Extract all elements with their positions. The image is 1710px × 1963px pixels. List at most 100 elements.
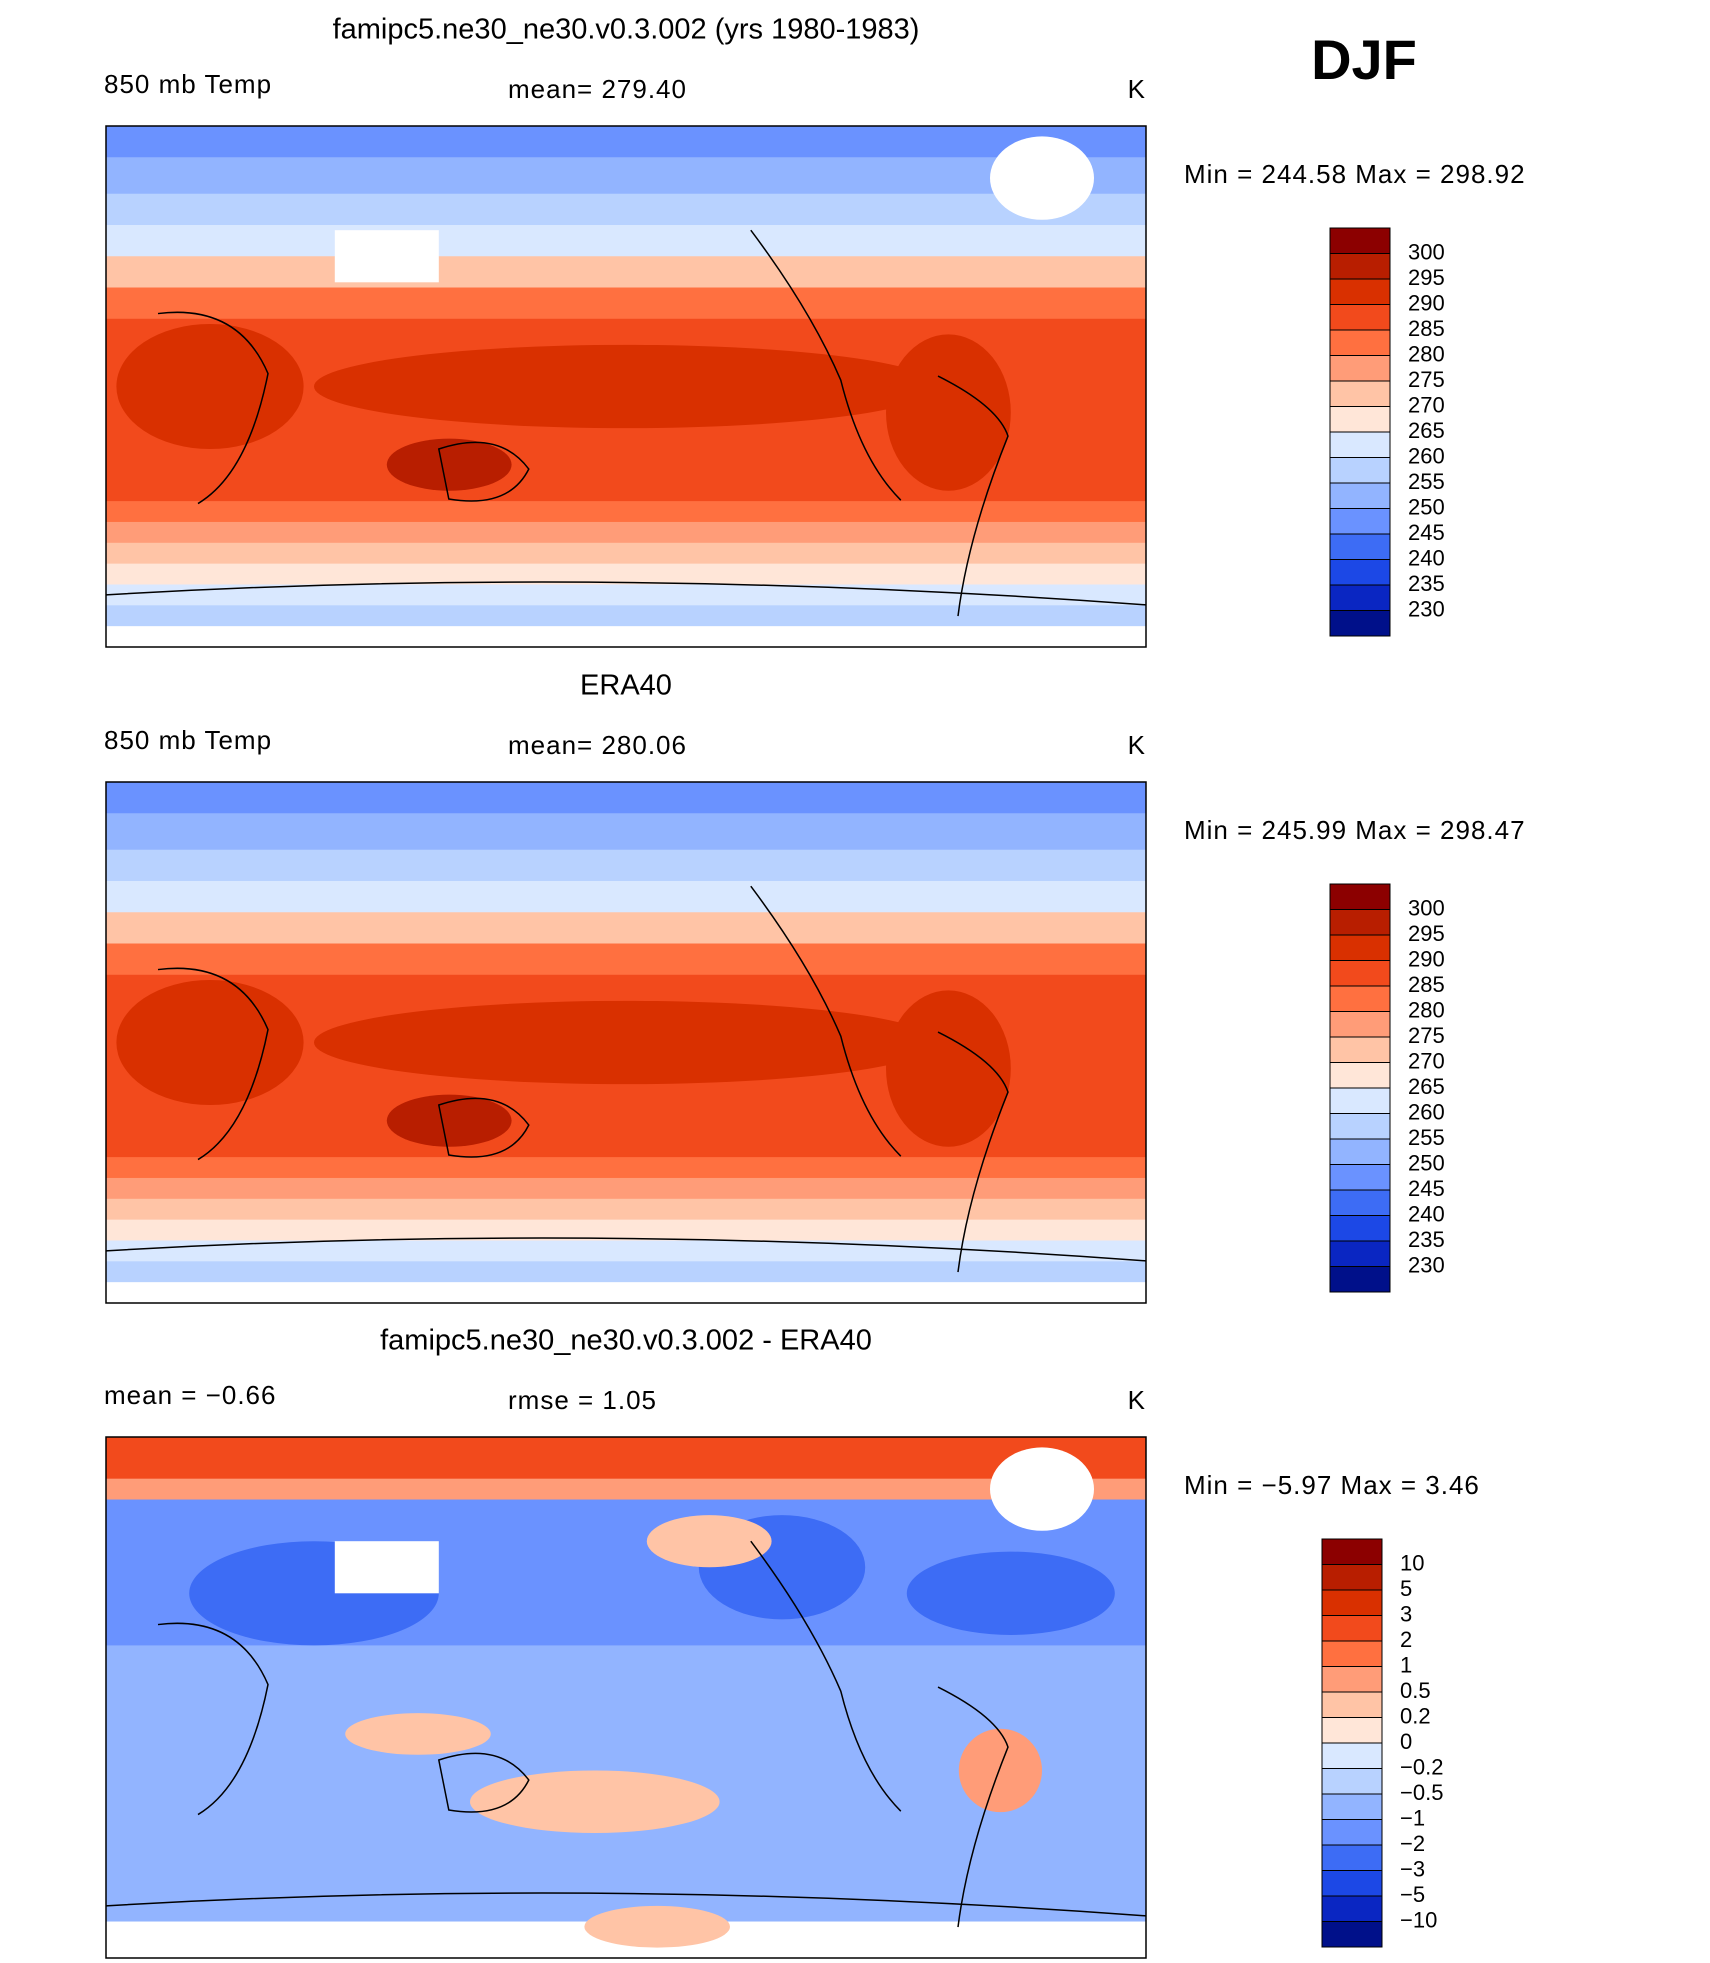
colorbar-box <box>1321 1870 1383 1897</box>
colorbar-box <box>1321 1666 1383 1693</box>
colorbar-box <box>1329 380 1391 407</box>
field-region <box>958 1728 1042 1813</box>
left-label: mean = −0.66 <box>104 1380 276 1410</box>
colorbar-label: 0 <box>1400 1729 1412 1754</box>
field-band <box>106 287 1146 320</box>
colorbar-label: 280 <box>1408 341 1445 366</box>
left-label: 850 mb Temp <box>104 69 272 99</box>
missing-region <box>334 230 439 283</box>
colorbar-label: −0.2 <box>1400 1754 1443 1779</box>
field-band <box>106 126 1146 159</box>
field-band <box>106 813 1146 851</box>
colorbar-box <box>1321 1538 1383 1565</box>
colorbar-box <box>1329 883 1391 910</box>
colorbar-label: 250 <box>1408 494 1445 519</box>
colorbar-label: 285 <box>1408 972 1445 997</box>
colorbar-label: 245 <box>1408 1176 1445 1201</box>
colorbar-box <box>1329 1062 1391 1089</box>
colorbar-label: 290 <box>1408 290 1445 315</box>
colorbar-label: 0.5 <box>1400 1678 1431 1703</box>
colorbar-label: 270 <box>1408 1048 1445 1073</box>
colorbar-box <box>1321 1615 1383 1642</box>
colorbar-box <box>1329 1036 1391 1063</box>
field-band <box>106 1157 1146 1179</box>
colorbar-box <box>1329 584 1391 611</box>
colorbar-label: 245 <box>1408 520 1445 545</box>
field-band <box>106 1282 1146 1303</box>
colorbar-box <box>1321 1895 1383 1922</box>
map <box>105 125 1147 648</box>
field-band <box>106 224 1146 258</box>
field-region <box>314 1000 938 1085</box>
colorbar-label: 255 <box>1408 1125 1445 1150</box>
field-band <box>106 193 1146 226</box>
field-region <box>386 1094 512 1147</box>
missing-region <box>990 136 1094 220</box>
colorbar-label: 250 <box>1408 1150 1445 1175</box>
colorbar-label: 0.2 <box>1400 1703 1431 1728</box>
colorbar-label: 2 <box>1400 1627 1412 1652</box>
colorbar-label: 260 <box>1408 443 1445 468</box>
coastline <box>106 229 1146 617</box>
field-band <box>106 1177 1146 1200</box>
field-band <box>106 1478 1146 1501</box>
coastline <box>106 1540 1146 1928</box>
colorbar-box <box>1329 406 1391 433</box>
colorbar-box <box>1329 1011 1391 1038</box>
field-band <box>106 626 1146 647</box>
colorbar-label: 260 <box>1408 1099 1445 1124</box>
field-region <box>314 344 938 429</box>
field-region <box>584 1905 730 1948</box>
season-label: DJF <box>1311 28 1417 91</box>
colorbar-label: 265 <box>1408 1074 1445 1099</box>
colorbar-box <box>1329 482 1391 509</box>
colorbar-label: 230 <box>1408 596 1445 621</box>
field-band <box>106 157 1146 195</box>
map-field <box>106 1437 1146 1958</box>
panel-title: famipc5.ne30_ne30.v0.3.002 (yrs 1980-198… <box>333 14 920 46</box>
field-region <box>470 1770 720 1833</box>
colorbar-label: 270 <box>1408 392 1445 417</box>
map-frame <box>105 125 1147 648</box>
field-region <box>886 334 1011 491</box>
colorbar-label: 1 <box>1400 1652 1412 1677</box>
colorbar-box <box>1321 1844 1383 1871</box>
colorbar-label: −5 <box>1400 1882 1425 1907</box>
map-field <box>106 126 1146 647</box>
colorbar-label: 230 <box>1408 1252 1445 1277</box>
field-band <box>106 1261 1146 1284</box>
map-frame <box>105 781 1147 1304</box>
colorbar-label: 295 <box>1408 265 1445 290</box>
map-frame <box>105 1436 1147 1959</box>
field-band <box>106 880 1146 914</box>
colorbar-box <box>1329 431 1391 458</box>
left-label: 850 mb Temp <box>104 725 272 755</box>
colorbar-label: 3 <box>1400 1601 1412 1626</box>
field-band <box>106 256 1146 289</box>
colorbar-label: 10 <box>1400 1550 1424 1575</box>
field-region <box>116 323 304 450</box>
colorbar-box <box>1329 1138 1391 1165</box>
range-label: Min = 244.58 Max = 298.92 <box>1184 159 1526 189</box>
colorbar-box <box>1329 909 1391 936</box>
panel-title: famipc5.ne30_ne30.v0.3.002 - ERA40 <box>380 1325 872 1357</box>
map-field <box>106 782 1146 1303</box>
colorbar-label: 300 <box>1408 239 1445 264</box>
colorbar-box <box>1329 329 1391 356</box>
colorbar-box <box>1329 1240 1391 1267</box>
colorbar-label: 265 <box>1408 418 1445 443</box>
colorbar-box <box>1321 1717 1383 1744</box>
colorbar-label: 255 <box>1408 469 1445 494</box>
colorbar-box <box>1329 253 1391 280</box>
field-band <box>106 782 1146 815</box>
colorbar-box <box>1329 227 1391 254</box>
missing-region <box>990 1447 1094 1531</box>
colorbar-box <box>1329 985 1391 1012</box>
map <box>105 781 1147 1304</box>
coastline <box>106 885 1146 1273</box>
center-label: mean= 279.40 <box>508 74 687 104</box>
colorbar-box <box>1321 1768 1383 1795</box>
colorbar-label: 275 <box>1408 367 1445 392</box>
colorbar-label: 5 <box>1400 1576 1412 1601</box>
colorbar-box <box>1329 1266 1391 1293</box>
